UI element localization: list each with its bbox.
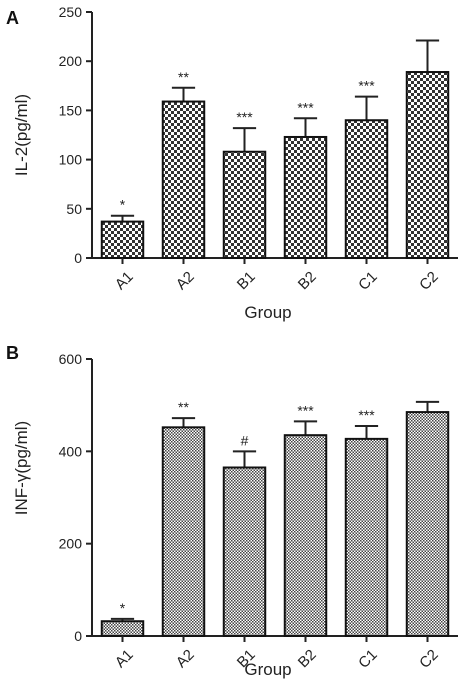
bar	[100, 620, 145, 638]
y-tick-label: 150	[59, 102, 83, 118]
bar	[405, 411, 450, 638]
x-tick-label: C2	[416, 646, 442, 672]
x-tick-label: A2	[173, 268, 198, 293]
y-tick-label: 50	[66, 201, 82, 217]
plot-area-a: 0 50 100 150 200 250 * A1 ** A2 *** B1 *** B2 *** C1 C2	[59, 4, 458, 294]
bar	[100, 220, 145, 259]
bar	[283, 135, 328, 259]
bar	[161, 100, 206, 259]
panel-letter-a: A	[6, 8, 19, 28]
y-axis-title: IL-2(pg/ml)	[12, 94, 31, 176]
y-axis-title: INF-γ(pg/ml)	[12, 421, 31, 515]
x-tick-label: C2	[416, 268, 442, 294]
significance-label: **	[178, 69, 189, 85]
x-tick-label: A1	[112, 646, 137, 671]
x-tick-label: B2	[295, 268, 320, 293]
bar	[344, 119, 389, 259]
x-axis-title: Group	[244, 303, 291, 322]
y-tick-label: 0	[74, 628, 82, 644]
significance-label: #	[241, 432, 249, 448]
significance-label: ***	[297, 99, 314, 115]
significance-label: ***	[297, 402, 314, 418]
bar	[222, 150, 267, 259]
significance-label: ***	[358, 407, 375, 423]
x-tick-label: C1	[355, 646, 381, 672]
significance-label: *	[120, 600, 126, 616]
significance-label: ***	[236, 109, 253, 125]
x-tick-label: A2	[173, 646, 198, 671]
y-tick-label: 600	[59, 351, 83, 367]
y-tick-label: 200	[59, 53, 83, 69]
significance-label: *	[120, 197, 126, 213]
y-tick-label: 200	[59, 536, 83, 552]
panel-letter-b: B	[6, 343, 19, 363]
significance-label: **	[178, 399, 189, 415]
y-tick-label: 100	[59, 152, 83, 168]
bar	[222, 466, 267, 637]
significance-label: ***	[358, 78, 375, 94]
x-tick-label: C1	[355, 268, 381, 294]
panel-b: B INF-γ(pg/ml) Group 0 200 400 600 * A1 ** A2 # B…	[6, 343, 458, 679]
x-tick-label: A1	[112, 268, 137, 293]
bar	[161, 426, 206, 637]
x-tick-label: B2	[295, 646, 320, 671]
bar	[405, 71, 450, 259]
y-tick-label: 0	[74, 250, 82, 266]
bar	[344, 437, 389, 638]
x-axis-title: Group	[244, 660, 291, 679]
bar	[283, 434, 328, 637]
y-tick-label: 250	[59, 4, 83, 20]
y-tick-label: 400	[59, 443, 83, 459]
panel-a: A IL-2(pg/ml) Group 0 50 100 150 200 250 * A1 **…	[6, 4, 458, 322]
x-tick-label: B1	[234, 268, 259, 293]
